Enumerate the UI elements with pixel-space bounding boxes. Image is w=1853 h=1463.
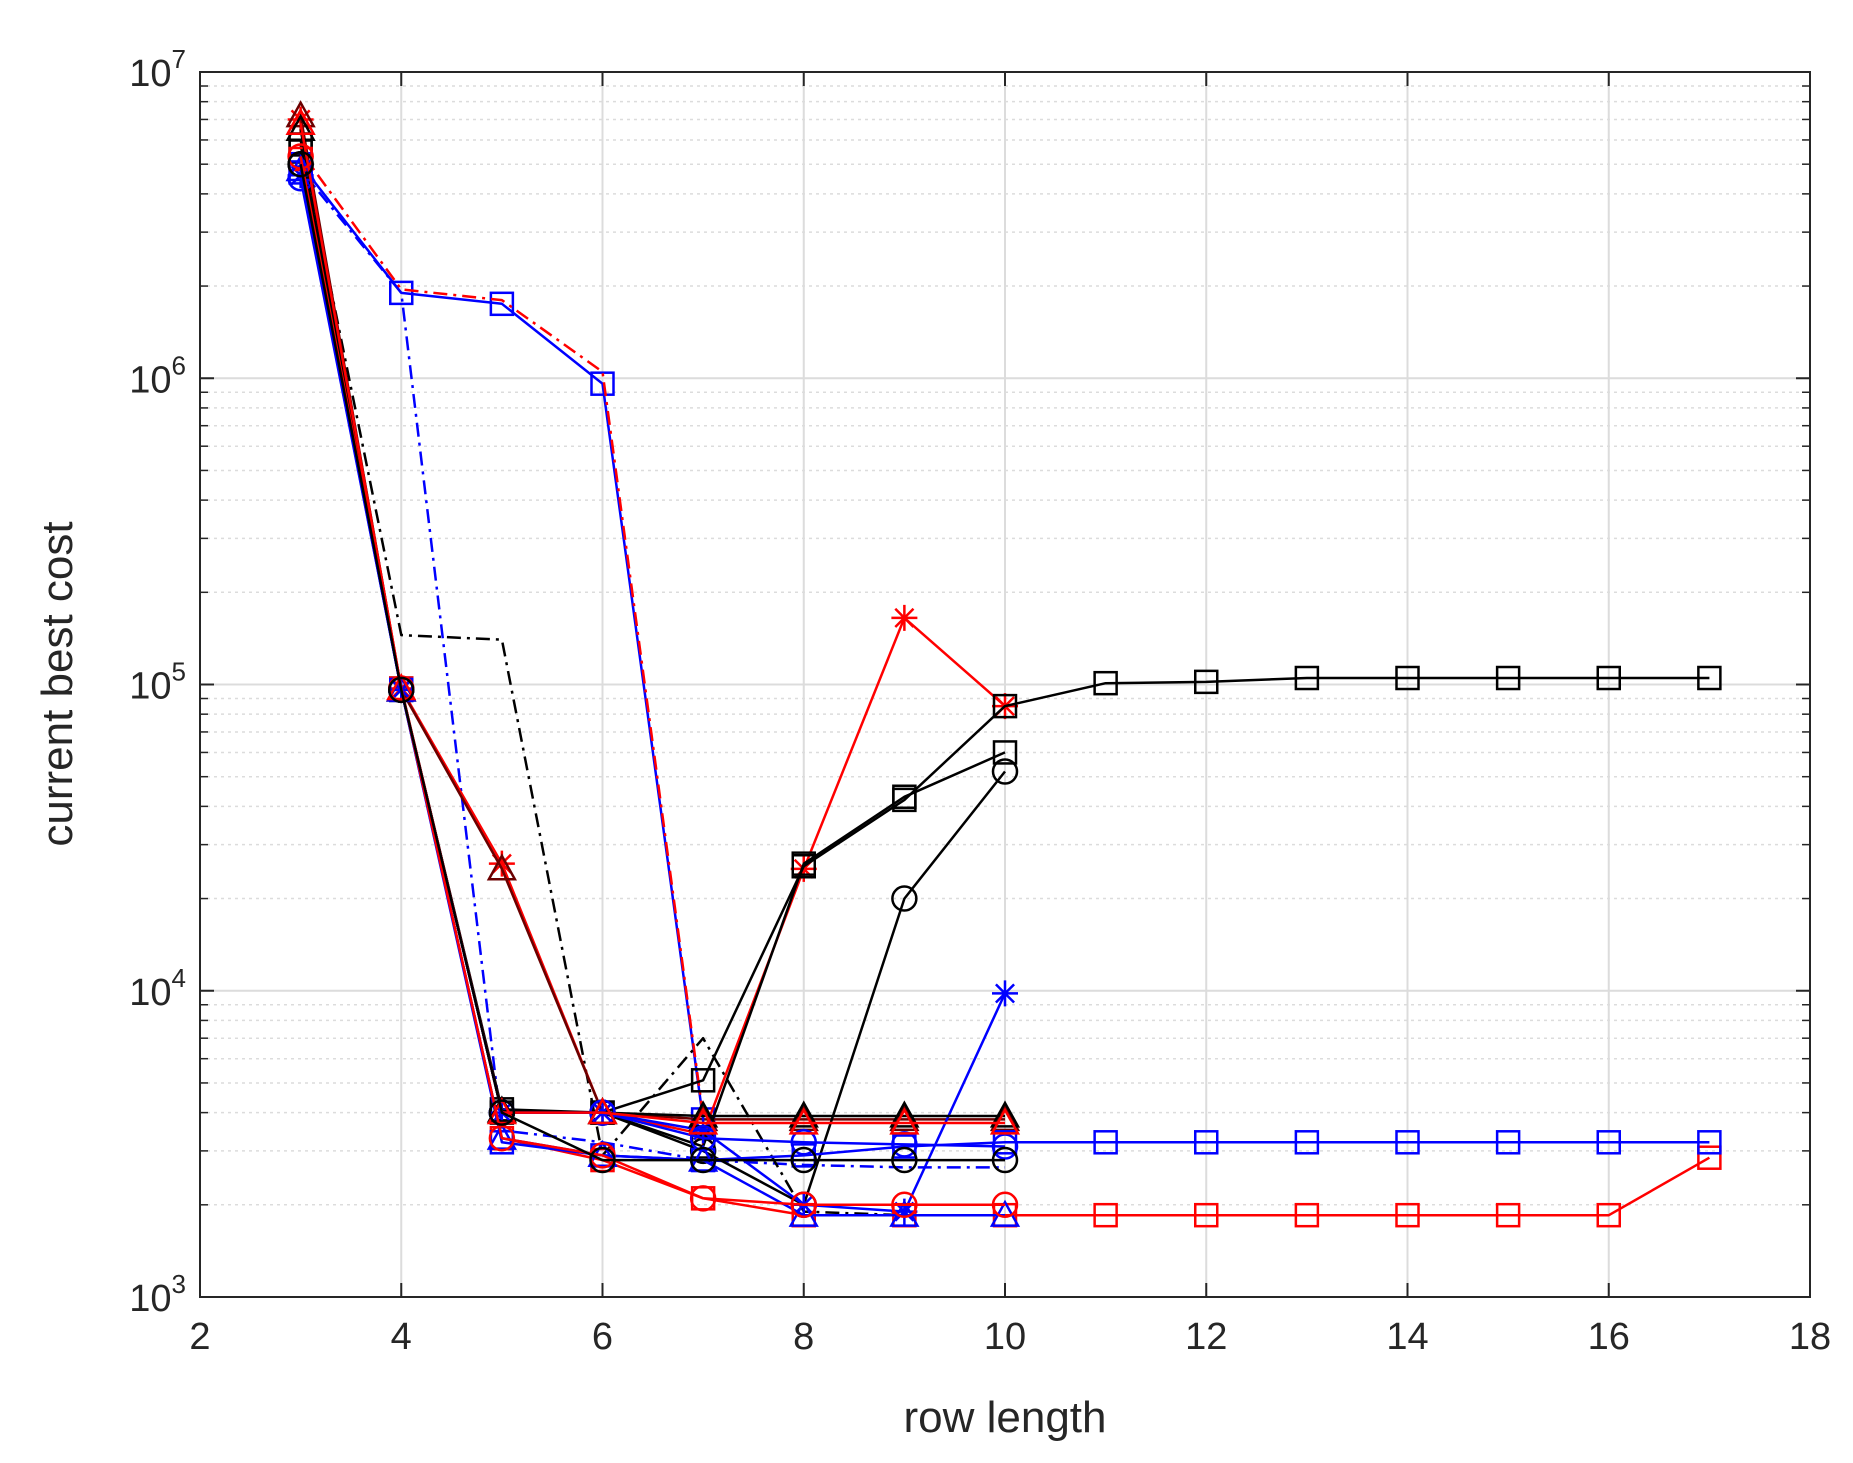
square-marker xyxy=(1697,665,1722,691)
square-marker xyxy=(1194,1202,1219,1228)
triangle-marker xyxy=(386,672,417,701)
circle-marker xyxy=(991,1146,1019,1174)
star-marker xyxy=(891,604,918,631)
circle-marker xyxy=(689,1124,717,1152)
series-layer xyxy=(285,100,1722,1228)
y-tick-label: 105 xyxy=(129,657,186,708)
series-line xyxy=(299,115,1005,1121)
triangle-marker xyxy=(285,154,316,182)
triangle-marker xyxy=(688,1107,719,1135)
triangle-marker xyxy=(688,1144,719,1172)
y-tick-labels: 103 104 105 106 107 xyxy=(129,44,186,1320)
circle-marker xyxy=(589,1146,616,1174)
triangle-marker xyxy=(788,1100,819,1128)
x-tick-label: 14 xyxy=(1386,1316,1428,1358)
circle-marker xyxy=(991,758,1019,785)
x-tick-label: 18 xyxy=(1789,1316,1831,1358)
triangle-marker xyxy=(989,1103,1021,1132)
x-tick-label: 16 xyxy=(1588,1316,1630,1358)
square-marker xyxy=(992,693,1018,719)
series-line xyxy=(299,172,1710,1162)
x-axis-title: row length xyxy=(903,1393,1106,1442)
square-marker xyxy=(1294,1130,1320,1155)
star-marker xyxy=(992,980,1018,1007)
triangle-marker xyxy=(486,853,517,881)
square-marker xyxy=(1495,1130,1521,1155)
circle-marker xyxy=(790,1191,817,1219)
series-1 xyxy=(299,150,705,1117)
circle-marker xyxy=(488,1099,516,1126)
y-axis-title: current best cost xyxy=(33,521,82,846)
square-marker xyxy=(690,1068,716,1093)
square-marker xyxy=(590,371,615,396)
x-tick-label: 2 xyxy=(189,1316,210,1358)
circle-marker xyxy=(689,1185,717,1212)
star-marker xyxy=(690,1117,717,1144)
square-marker xyxy=(1093,1202,1118,1228)
circle-marker xyxy=(287,150,314,178)
square-marker xyxy=(1596,1130,1621,1155)
triangle-marker xyxy=(788,1107,819,1135)
y-tick-label: 107 xyxy=(129,44,186,95)
triangle-marker xyxy=(285,113,316,141)
triangle-marker xyxy=(889,1100,920,1128)
square-marker xyxy=(1697,1130,1722,1155)
square-marker xyxy=(489,291,515,317)
square-marker xyxy=(791,851,816,876)
triangle-marker xyxy=(989,1107,1021,1135)
series-line xyxy=(299,163,1005,1162)
triangle-marker xyxy=(989,1100,1021,1128)
circle-marker xyxy=(388,676,415,704)
square-marker xyxy=(1294,665,1320,691)
x-tick-label: 10 xyxy=(984,1316,1026,1358)
y-tick-label: 103 xyxy=(129,1269,186,1320)
star-marker xyxy=(891,1198,918,1225)
x-tick-labels: 2 4 6 8 10 12 14 16 18 xyxy=(189,1316,1831,1358)
square-marker xyxy=(1395,665,1420,691)
series-line xyxy=(299,150,705,1117)
star-marker xyxy=(488,850,515,877)
triangle-marker xyxy=(587,1097,618,1125)
circle-marker xyxy=(790,1129,817,1156)
square-marker xyxy=(1194,1130,1219,1155)
series-line xyxy=(299,163,705,1120)
y-tick-label: 104 xyxy=(129,963,186,1014)
square-marker xyxy=(1495,1202,1521,1228)
x-tick-label: 12 xyxy=(1185,1316,1227,1358)
square-marker xyxy=(1093,670,1118,696)
axis-ticks xyxy=(199,71,1811,1298)
circle-marker xyxy=(991,1191,1019,1219)
triangle-marker xyxy=(486,1122,517,1150)
triangle-marker xyxy=(486,1097,517,1125)
circle-marker xyxy=(689,1146,717,1174)
circle-marker xyxy=(891,885,918,912)
square-marker xyxy=(1697,1145,1722,1170)
square-marker xyxy=(1093,1130,1118,1155)
series-2 xyxy=(299,168,1005,1169)
square-marker xyxy=(1495,665,1521,691)
triangle-marker xyxy=(889,1107,920,1135)
circle-marker xyxy=(790,1146,817,1174)
triangle-marker xyxy=(889,1103,920,1132)
square-marker xyxy=(1596,665,1621,691)
x-tick-label: 4 xyxy=(391,1316,412,1358)
square-marker xyxy=(1194,669,1219,695)
square-marker xyxy=(992,740,1018,765)
square-marker xyxy=(1294,1202,1320,1228)
circle-marker xyxy=(488,1124,516,1152)
square-marker xyxy=(1395,1202,1420,1228)
circle-marker xyxy=(891,1191,918,1219)
square-marker xyxy=(389,280,414,306)
circle-marker xyxy=(891,1146,918,1174)
triangle-marker xyxy=(285,107,316,135)
x-tick-label: 8 xyxy=(793,1316,814,1358)
square-marker xyxy=(1395,1130,1420,1155)
x-tick-label: 6 xyxy=(592,1316,613,1358)
y-tick-label: 106 xyxy=(129,350,186,401)
series-17 xyxy=(287,150,1019,1174)
square-marker xyxy=(892,784,917,810)
square-marker xyxy=(1596,1202,1621,1228)
series-line xyxy=(299,168,1005,1169)
